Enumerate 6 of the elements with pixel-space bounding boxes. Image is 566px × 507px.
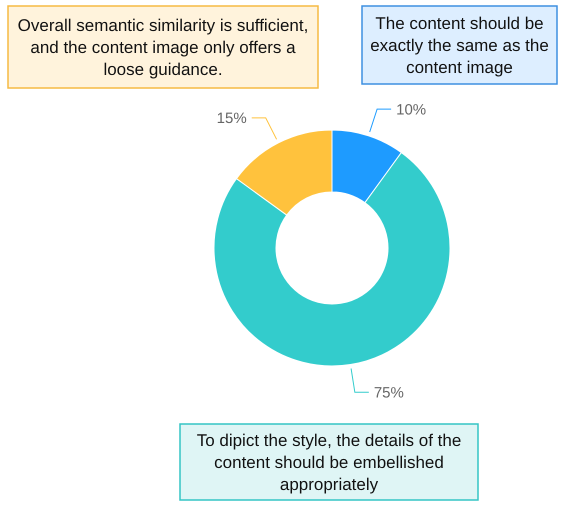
slice-label: Overall semantic similarity is sufficient, and the content image only offers a loose guidance. xyxy=(18,16,308,79)
data-label: 15% xyxy=(216,110,247,128)
slice-label: To dipict the style, the details of the content should be embellished appropriately xyxy=(196,430,462,494)
slice-label: The content should be exactly the same as the content image xyxy=(370,14,549,77)
data-label: 10% xyxy=(396,101,426,118)
data-label: 75% xyxy=(374,384,404,402)
